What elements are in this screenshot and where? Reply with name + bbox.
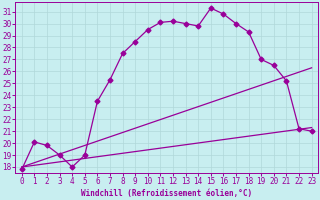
X-axis label: Windchill (Refroidissement éolien,°C): Windchill (Refroidissement éolien,°C) xyxy=(81,189,252,198)
